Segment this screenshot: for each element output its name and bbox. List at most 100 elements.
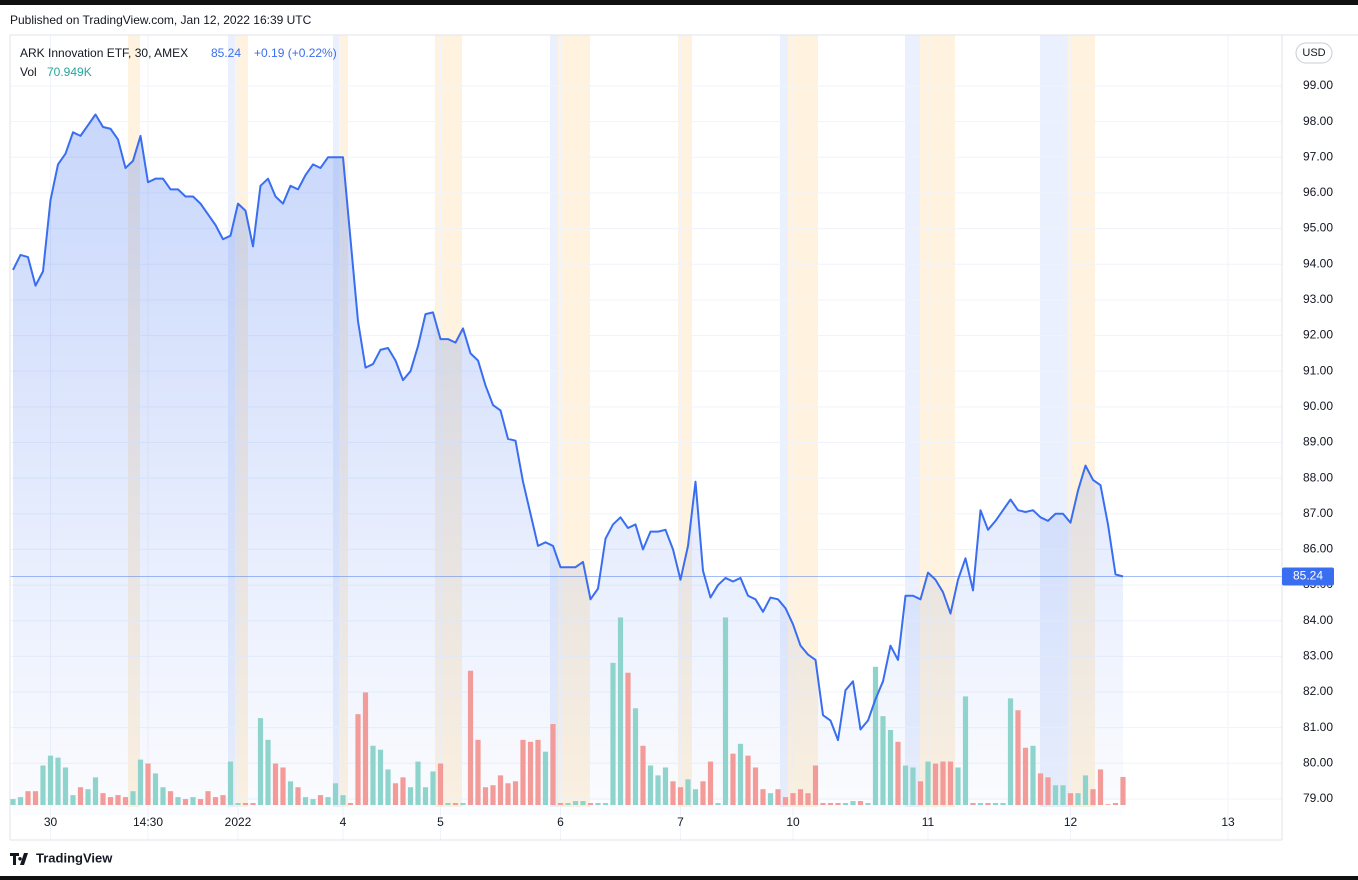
- volume-bar: [917, 781, 924, 805]
- volume-bar: [962, 696, 969, 805]
- volume-bar: [872, 666, 879, 805]
- volume-bar: [10, 799, 16, 805]
- volume-bar: [70, 795, 76, 805]
- volume-bar: [767, 793, 774, 805]
- volume-bar: [85, 789, 91, 805]
- volume-bar: [1015, 710, 1021, 805]
- volume-bar: [62, 767, 69, 805]
- volume-bar: [857, 801, 864, 805]
- y-tick-label: 86.00: [1303, 542, 1333, 556]
- volume-bar: [302, 797, 309, 805]
- x-tick-label: 30: [44, 815, 58, 829]
- volume-bar: [812, 765, 819, 805]
- volume-bar: [227, 761, 234, 805]
- volume-bar: [145, 763, 151, 805]
- volume-bar: [497, 775, 504, 805]
- volume-bar: [317, 795, 324, 805]
- volume-bar: [1037, 773, 1044, 805]
- volume-bar: [340, 795, 346, 805]
- volume-bar: [1022, 747, 1029, 805]
- x-tick-label: 12: [1064, 815, 1078, 829]
- volume-bar: [100, 793, 106, 805]
- volume-bar: [722, 617, 729, 805]
- y-tick-label: 79.00: [1303, 791, 1333, 805]
- volume-bar: [220, 795, 226, 805]
- volume-bar: [437, 763, 444, 805]
- volume-bar: [1030, 745, 1036, 805]
- volume-bar: [1000, 803, 1006, 805]
- volume-bar: [430, 771, 436, 805]
- y-tick-label: 95.00: [1303, 221, 1333, 235]
- volume-bar: [805, 793, 811, 805]
- volume-bar: [580, 801, 586, 805]
- volume-bar: [887, 729, 894, 805]
- volume-bar: [460, 803, 466, 805]
- volume-bar: [1112, 803, 1119, 805]
- volume-bar: [25, 791, 31, 805]
- volume-bar: [137, 759, 144, 805]
- volume-bar: [730, 753, 736, 805]
- bottom-border: [0, 876, 1358, 880]
- volume-bar: [1120, 776, 1126, 805]
- volume-bar: [835, 803, 841, 805]
- volume-bar: [17, 797, 24, 805]
- volume-bar: [865, 803, 871, 805]
- volume-bar: [820, 803, 826, 805]
- volume-bar: [310, 799, 316, 805]
- volume-bar: [647, 765, 654, 805]
- volume-bar: [190, 797, 196, 805]
- y-tick-label: 92.00: [1303, 328, 1333, 342]
- y-tick-label: 82.00: [1303, 684, 1333, 698]
- volume-bar: [782, 797, 789, 805]
- volume-legend-value: 70.949K: [47, 65, 92, 79]
- volume-bar: [775, 789, 781, 805]
- volume-bar: [902, 765, 909, 805]
- volume-bar: [752, 767, 759, 805]
- volume-bar: [160, 787, 166, 805]
- volume-bar: [557, 803, 564, 805]
- y-tick-label: 97.00: [1303, 149, 1333, 163]
- volume-bar: [265, 739, 271, 805]
- volume-bar: [167, 791, 174, 805]
- volume-bar: [595, 803, 601, 805]
- volume-bar: [670, 781, 676, 805]
- volume-bar: [655, 775, 661, 805]
- x-tick-label: 14:30: [133, 815, 163, 829]
- y-tick-label: 94.00: [1303, 256, 1333, 270]
- volume-bar: [325, 797, 331, 805]
- currency[interactable]: USD: [1302, 47, 1325, 59]
- x-tick-label: 5: [437, 815, 444, 829]
- volume-bar: [677, 787, 684, 805]
- volume-bar: [1082, 775, 1089, 805]
- x-tick-label: 7: [677, 815, 684, 829]
- volume-bar: [287, 781, 294, 805]
- currency-badge[interactable]: [1295, 42, 1333, 64]
- session-band: [780, 35, 788, 807]
- volume-bar: [130, 791, 136, 805]
- y-tick-label: 98.00: [1303, 114, 1333, 128]
- volume-bar: [572, 801, 579, 805]
- volume-bar: [77, 787, 84, 805]
- volume-bar: [925, 761, 931, 805]
- volume-bar: [992, 803, 999, 805]
- volume-bar: [482, 787, 489, 805]
- volume-bar: [985, 803, 991, 805]
- volume-bar: [347, 803, 354, 805]
- volume-bar: [475, 739, 481, 805]
- volume-bar: [122, 797, 129, 805]
- chart-title: ARK Innovation ETF, 30, AMEX: [20, 46, 188, 60]
- volume-bar: [332, 783, 339, 805]
- x-tick-label: 4: [340, 815, 347, 829]
- volume-bar: [1060, 785, 1066, 805]
- volume-bar: [662, 767, 669, 805]
- y-tick-label: 91.00: [1303, 363, 1333, 377]
- session-band: [550, 35, 558, 807]
- y-tick-label: 89.00: [1303, 435, 1333, 449]
- y-tick-label: 88.00: [1303, 470, 1333, 484]
- volume-bar: [422, 787, 429, 805]
- volume-bar: [467, 670, 474, 805]
- volume-bar: [565, 803, 571, 805]
- plot: [10, 113, 1282, 816]
- volume-bar: [1105, 804, 1111, 805]
- volume-bar: [362, 692, 369, 805]
